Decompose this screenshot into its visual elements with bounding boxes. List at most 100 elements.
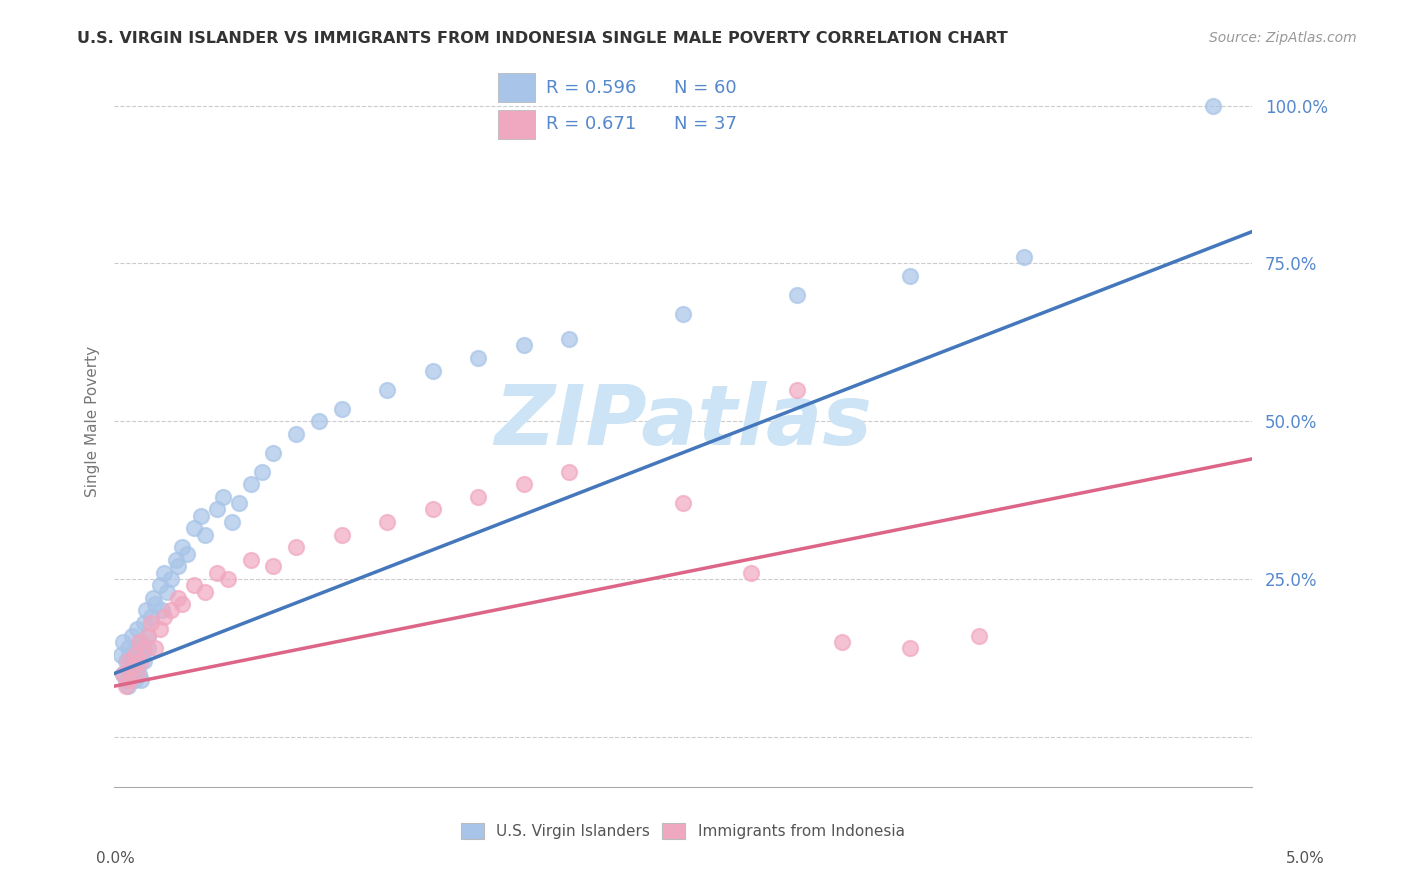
Point <box>205 566 228 580</box>
Point <box>898 268 921 283</box>
Point <box>512 338 534 352</box>
Point <box>898 641 921 656</box>
Point <box>117 641 139 656</box>
Point <box>143 641 166 656</box>
Point <box>120 648 142 662</box>
Point <box>131 635 153 649</box>
Text: U.S. VIRGIN ISLANDER VS IMMIGRANTS FROM INDONESIA SINGLE MALE POVERTY CORRELATIO: U.S. VIRGIN ISLANDER VS IMMIGRANTS FROM … <box>77 31 1008 46</box>
Point <box>110 648 132 662</box>
Text: 5.0%: 5.0% <box>1285 851 1324 865</box>
Point <box>285 541 308 555</box>
Point <box>740 566 762 580</box>
Point <box>183 578 205 592</box>
Point <box>330 401 353 416</box>
Point <box>149 578 172 592</box>
Point <box>221 515 243 529</box>
Point <box>112 666 135 681</box>
Point <box>217 572 239 586</box>
Point <box>1012 250 1035 264</box>
Point <box>121 660 143 674</box>
Point <box>120 673 142 687</box>
Point <box>194 584 217 599</box>
Point <box>375 383 398 397</box>
Point <box>128 666 150 681</box>
Point <box>112 635 135 649</box>
Text: ZIPatlas: ZIPatlas <box>494 381 872 462</box>
Point <box>114 679 136 693</box>
Text: Source: ZipAtlas.com: Source: ZipAtlas.com <box>1209 31 1357 45</box>
Point <box>239 553 262 567</box>
Point <box>143 597 166 611</box>
Point <box>128 635 150 649</box>
Point <box>212 490 235 504</box>
Text: 0.0%: 0.0% <box>96 851 135 865</box>
Point <box>831 635 853 649</box>
Point <box>786 383 808 397</box>
Point <box>124 648 146 662</box>
Point <box>558 332 581 346</box>
Point <box>132 641 155 656</box>
Point <box>308 414 330 428</box>
Point <box>194 527 217 541</box>
Point <box>786 288 808 302</box>
Point <box>132 654 155 668</box>
Point <box>139 609 162 624</box>
Point <box>160 603 183 617</box>
Point <box>124 654 146 668</box>
Point <box>117 654 139 668</box>
Point <box>136 641 159 656</box>
Point <box>153 566 176 580</box>
Point <box>1202 98 1225 112</box>
Point <box>239 477 262 491</box>
Point <box>128 648 150 662</box>
Point <box>125 666 148 681</box>
Point <box>131 654 153 668</box>
Point <box>967 629 990 643</box>
Point <box>467 490 489 504</box>
Point <box>149 623 172 637</box>
Point <box>135 603 157 617</box>
Y-axis label: Single Male Poverty: Single Male Poverty <box>86 345 100 497</box>
Point <box>142 591 165 605</box>
Point <box>136 629 159 643</box>
Point <box>114 673 136 687</box>
Point <box>672 496 695 510</box>
Point <box>558 465 581 479</box>
Point <box>132 616 155 631</box>
Point <box>125 641 148 656</box>
Point <box>136 629 159 643</box>
Point <box>112 666 135 681</box>
Point <box>672 307 695 321</box>
Point <box>262 559 284 574</box>
Point <box>205 502 228 516</box>
Point <box>512 477 534 491</box>
Point <box>330 527 353 541</box>
Point <box>228 496 250 510</box>
Point <box>467 351 489 365</box>
Point <box>131 673 153 687</box>
Point <box>172 597 194 611</box>
Point <box>160 572 183 586</box>
Point <box>139 616 162 631</box>
Point <box>190 508 212 523</box>
Point <box>117 679 139 693</box>
Point <box>121 629 143 643</box>
Point <box>422 364 444 378</box>
Point <box>183 521 205 535</box>
Point <box>375 515 398 529</box>
Point <box>125 623 148 637</box>
Point <box>124 673 146 687</box>
Point <box>250 465 273 479</box>
Point <box>167 591 190 605</box>
Point <box>155 584 177 599</box>
Point <box>172 541 194 555</box>
Point <box>165 553 187 567</box>
Point <box>285 426 308 441</box>
Point <box>153 609 176 624</box>
Legend: U.S. Virgin Islanders, Immigrants from Indonesia: U.S. Virgin Islanders, Immigrants from I… <box>456 817 911 846</box>
Point <box>176 547 198 561</box>
Point <box>262 446 284 460</box>
Point <box>121 660 143 674</box>
Point <box>167 559 190 574</box>
Point <box>125 660 148 674</box>
